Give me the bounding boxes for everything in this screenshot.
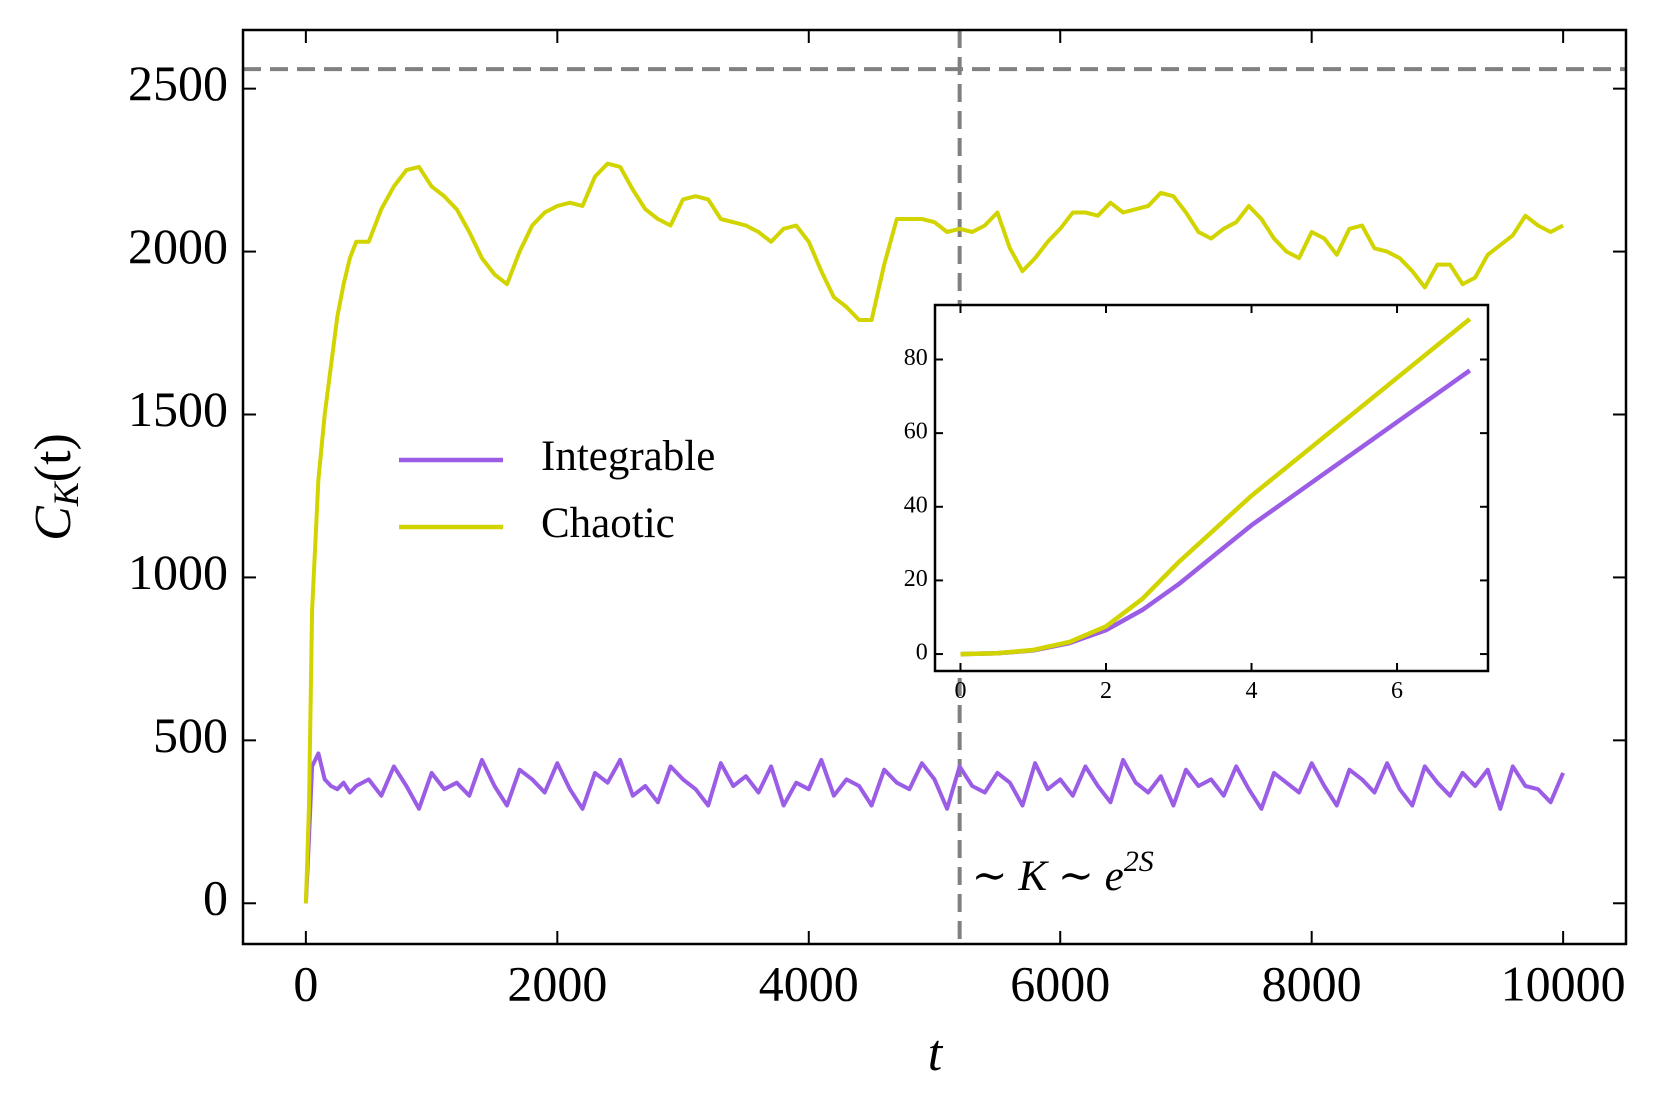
x-tick-label: 6000 <box>1010 955 1110 1011</box>
y-tick-label: 500 <box>153 707 228 763</box>
y-tick-label: 1500 <box>128 381 228 437</box>
plot-frame <box>241 28 1628 946</box>
x-tick-label: 2000 <box>507 955 607 1011</box>
x-tick-label: 4 <box>1246 678 1258 704</box>
y-tick-label: 2500 <box>128 55 228 111</box>
legend-label: Integrable <box>541 433 715 480</box>
y-tick-label: 40 <box>904 492 928 518</box>
y-tick-label: 0 <box>916 640 928 666</box>
series-line <box>303 161 1565 904</box>
annotation-sup: 2S <box>1124 845 1154 878</box>
x-tick-label: 8000 <box>1262 955 1362 1011</box>
legend-label: Chaotic <box>541 500 675 547</box>
x-axis-label: t <box>928 1025 944 1082</box>
series-line <box>960 317 1472 657</box>
x-tick-label: 4000 <box>759 955 859 1011</box>
y-tick-label: 2000 <box>128 218 228 274</box>
y-tick-label: 20 <box>904 566 928 592</box>
series-line <box>303 751 1565 904</box>
y-label-sub: K <box>46 480 86 507</box>
x-tick-label: 6 <box>1391 678 1403 704</box>
y-tick-label: 0 <box>203 870 228 926</box>
x-tick-label: 10000 <box>1501 955 1626 1011</box>
y-axis-label: CK(t) <box>25 433 86 541</box>
annotation: ∼ K ∼ e2S <box>972 845 1154 900</box>
inset-background <box>935 305 1488 671</box>
y-label-base: C <box>25 505 82 541</box>
x-tick-label: 0 <box>954 678 966 704</box>
x-tick-label: 0 <box>293 955 318 1011</box>
y-tick-label: 80 <box>904 345 928 371</box>
plot-frame <box>933 303 1490 673</box>
x-tick-label: 2 <box>1100 678 1112 704</box>
y-tick-label: 1000 <box>128 544 228 600</box>
annotation-text: ∼ K ∼ e <box>972 853 1124 900</box>
y-tick-label: 60 <box>904 419 928 445</box>
y-label-rest: (t) <box>25 433 82 482</box>
